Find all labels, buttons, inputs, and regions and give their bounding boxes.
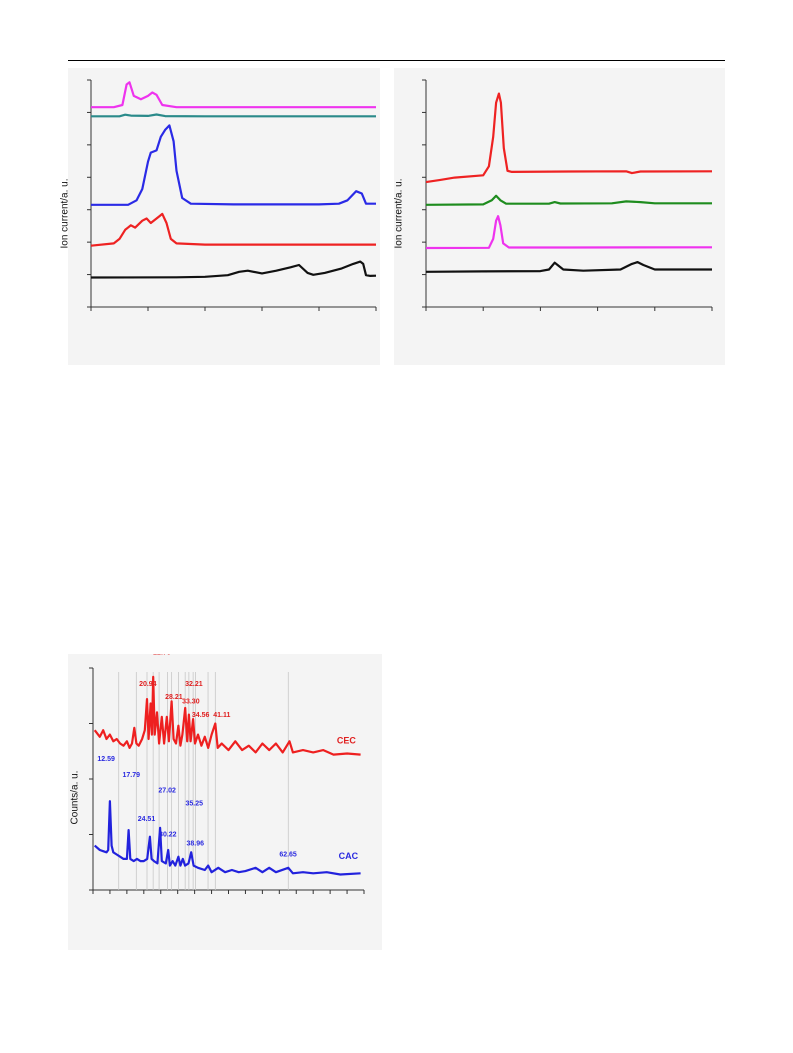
- series-line-2: [91, 113, 376, 118]
- data-label: 62.65: [279, 852, 297, 859]
- y-axis-label: Ion current/a. u.: [59, 178, 71, 249]
- series-line-2: [425, 194, 712, 206]
- data-label: 30.22: [159, 832, 177, 839]
- data-label: 20.94: [139, 681, 157, 688]
- series-line-1: [91, 81, 376, 109]
- series-line-cac: [93, 800, 361, 876]
- data-label: 33.30: [182, 699, 200, 706]
- header-rule: [68, 60, 725, 61]
- data-label: 32.21: [185, 681, 203, 688]
- ion-current-chart-a: [87, 79, 377, 311]
- series-line-4: [425, 261, 712, 273]
- data-label: 28.21: [165, 694, 183, 701]
- data-label: 35.25: [185, 801, 203, 808]
- series-line-5: [90, 260, 377, 279]
- data-label: 41.11: [213, 712, 230, 719]
- y-axis-label: Ion current/a. u.: [393, 178, 405, 249]
- series-line-4: [90, 212, 376, 247]
- series-line-3: [91, 124, 376, 206]
- data-label: 22.76: [153, 654, 171, 657]
- data-label: 38.96: [186, 841, 204, 848]
- y-axis-label: Counts/a. u.: [69, 770, 81, 825]
- data-label: 27.02: [158, 787, 176, 794]
- ion-current-chart-b: [422, 79, 713, 311]
- chart-panel-ion-current-b: Ion current/a. u.: [394, 68, 725, 365]
- series-line-1: [425, 92, 713, 184]
- series-line-cec: [93, 675, 361, 756]
- data-label: CAC: [339, 851, 359, 861]
- chart-panel-ion-current-a: Ion current/a. u.: [60, 68, 380, 365]
- data-label: 24.51: [138, 816, 156, 823]
- data-label: CEC: [337, 735, 357, 745]
- data-label: 34.56: [192, 712, 210, 719]
- data-label: 17.79: [122, 772, 140, 779]
- series-line-3: [425, 215, 713, 250]
- data-label: 12.59: [97, 756, 115, 763]
